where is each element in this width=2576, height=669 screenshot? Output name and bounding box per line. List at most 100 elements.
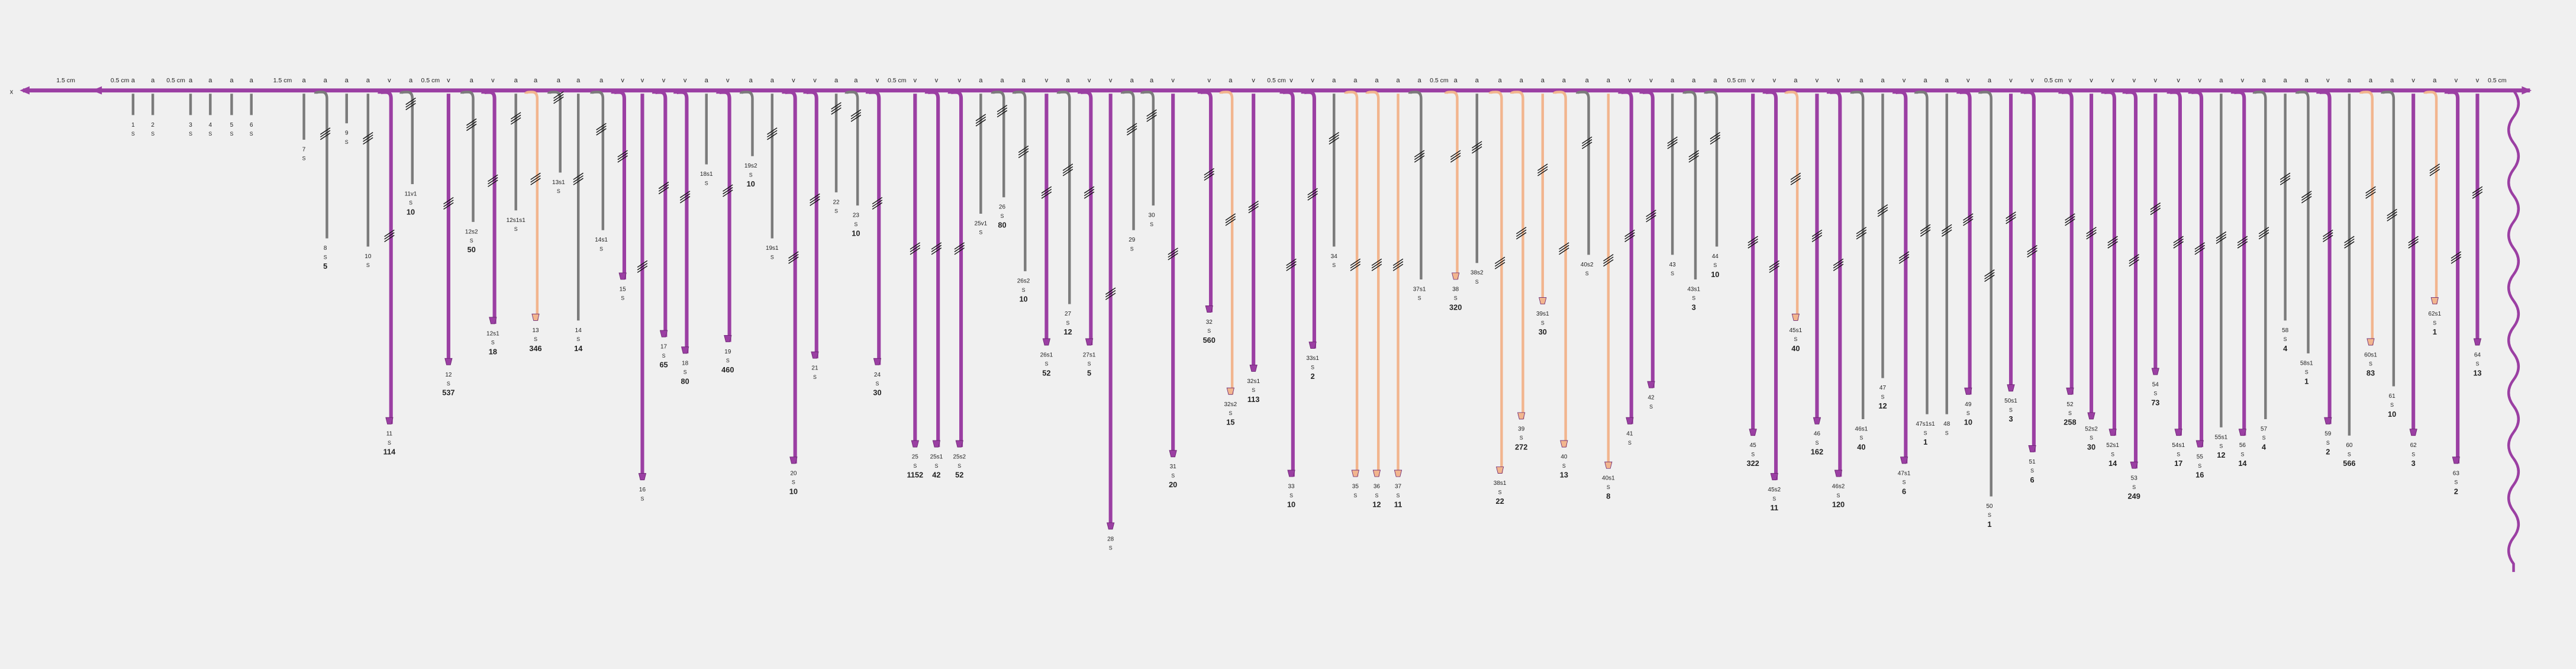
hatch: [1559, 242, 1569, 250]
branch-tag: a: [324, 77, 328, 84]
hatch: [1329, 131, 1339, 140]
start-label: x: [10, 88, 14, 95]
hatch: [2216, 231, 2227, 239]
branch-s: S: [1692, 295, 1695, 301]
branch-tag: v: [684, 77, 687, 84]
branch-tag: a: [2284, 77, 2288, 84]
hatch: [1225, 213, 1236, 221]
hatch: [466, 121, 477, 128]
branch-id: 23: [853, 213, 860, 219]
branch-id: 39: [1518, 426, 1525, 432]
hatch: [1127, 123, 1137, 130]
branch-id: 34: [1331, 253, 1338, 260]
hatch: [573, 175, 583, 183]
branch-id: 22: [833, 199, 840, 205]
hatch: [2365, 189, 2376, 197]
branch: [716, 90, 731, 342]
branch-id: 26s2: [1017, 278, 1030, 285]
branch-id: 52s1: [2106, 442, 2119, 449]
branch: [1279, 90, 1295, 477]
branch-s: S: [2009, 407, 2013, 413]
branch-tag: v: [813, 77, 817, 84]
branch: [947, 90, 963, 448]
branch-tag: v: [1171, 77, 1175, 84]
branch-tag: v: [2177, 77, 2180, 84]
branch-count: 30: [1539, 327, 1547, 336]
connector: [1226, 387, 1234, 395]
hatch: [1168, 250, 1178, 258]
distance-label: 0.5 cm: [166, 77, 185, 84]
hatch: [1450, 152, 1461, 160]
hatch: [1898, 256, 1910, 264]
hatch: [850, 112, 862, 120]
branch-tag: v: [1751, 77, 1755, 84]
hatch: [1450, 150, 1461, 157]
connector: [1539, 297, 1547, 305]
branch-s: S: [388, 440, 391, 446]
branch-tag: a: [470, 77, 474, 84]
branch-tag: v: [1109, 77, 1113, 84]
branch-tag: a: [1585, 77, 1590, 84]
branch-id: 13s1: [552, 179, 565, 186]
branch-s: S: [813, 374, 817, 380]
branch-id: 60s1: [2364, 352, 2377, 358]
branch-s: S: [302, 156, 306, 162]
branch-s: S: [1520, 435, 1523, 441]
branch-tag: v: [1311, 77, 1314, 84]
tail: [2507, 89, 2520, 572]
branch-id: 41: [1626, 431, 1633, 438]
branch-id: 36: [1374, 484, 1381, 490]
branch-tag: a: [770, 77, 775, 84]
connector: [1394, 469, 1403, 477]
branch-id: 26s1: [1040, 352, 1053, 358]
branch-count: 11: [1394, 500, 1403, 509]
hatch: [1748, 238, 1758, 246]
branch-id: 42: [1648, 395, 1655, 401]
hatch: [1811, 234, 1823, 243]
connector: [1964, 387, 1972, 395]
branch-id: 25v1: [975, 220, 988, 227]
branch-s: S: [1541, 320, 1545, 326]
branch: [2188, 90, 2204, 448]
branch-count: 52: [1042, 368, 1050, 377]
branch-id: 15: [620, 286, 627, 292]
hatch: [1942, 224, 1952, 231]
hatch: [2429, 169, 2440, 176]
branch: [590, 91, 605, 230]
hatch: [1084, 186, 1095, 194]
branch-count: 12: [2217, 451, 2225, 459]
branch-tag: v: [1772, 77, 1776, 84]
branch: [2020, 90, 2036, 452]
connector: [1626, 417, 1634, 424]
hatch: [2365, 186, 2376, 194]
branch-id: 28: [1107, 536, 1114, 542]
hatch: [2107, 236, 2118, 243]
hatch: [1494, 259, 1505, 267]
branch: [924, 90, 940, 448]
hatch: [1286, 263, 1297, 271]
branch: [991, 91, 1005, 198]
branch-id: 40s2: [1581, 262, 1594, 268]
branch-s: S: [2411, 451, 2415, 457]
hatch: [954, 242, 965, 250]
branch-tag: v: [1649, 77, 1653, 84]
branch-s: S: [2240, 451, 2244, 457]
hatch: [723, 186, 733, 195]
hatch: [2451, 256, 2462, 264]
branch-count: 42: [932, 471, 940, 480]
hatch: [596, 128, 607, 136]
branch: [399, 91, 414, 184]
branch-s: S: [576, 336, 580, 342]
branch-id: 38s1: [1494, 480, 1507, 487]
connector: [2238, 429, 2247, 436]
hatch: [1963, 218, 1974, 226]
connector: [638, 473, 647, 481]
branch: [1197, 90, 1213, 313]
branch-s: S: [1088, 361, 1091, 367]
branch-id: 31: [1170, 464, 1177, 470]
hatch: [2006, 211, 2016, 219]
branch: [652, 90, 668, 337]
branch-s: S: [662, 353, 666, 359]
branch-count: 560: [1203, 336, 1216, 345]
branch-s: S: [913, 463, 917, 469]
